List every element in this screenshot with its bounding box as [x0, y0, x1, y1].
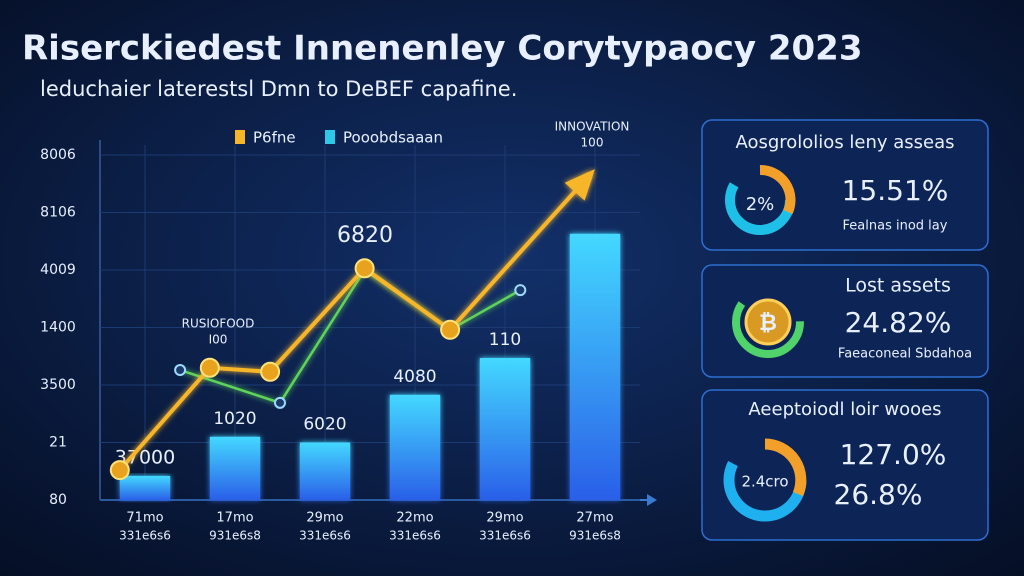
card-title: Lost assets [845, 275, 951, 297]
card: Aeeptoiodl loir wooes 2.4cro 127.0% 26.8… [701, 389, 989, 541]
y-tick-label: 4009 [40, 262, 76, 278]
card: ₿ Lost assets 24.82% Faeaconeal Sbdahoa [701, 264, 989, 378]
line-point [199, 357, 220, 378]
x-tick-sublabel: 931e6s8 [569, 529, 621, 543]
x-tick-label: 22mo [396, 511, 433, 526]
card-value: 15.51% [842, 174, 949, 207]
annotation: INNOVATION [555, 120, 630, 134]
y-tick-label: 21 [49, 435, 67, 451]
card-value: 127.0% [840, 438, 947, 471]
y-tick-label: 80 [49, 492, 67, 508]
x-tick-label: 71mo [126, 511, 163, 526]
bar [209, 436, 261, 500]
line-point [109, 460, 130, 481]
line-point [260, 361, 281, 382]
x-tick-label: 17mo [216, 511, 253, 526]
data-label: 6020 [303, 415, 346, 435]
line-point [274, 396, 286, 409]
x-axis-arrow [647, 494, 657, 506]
annotation: 100 [581, 136, 604, 150]
card: Aosgrololios leny asseas 2% 15.51% Fealn… [701, 119, 989, 251]
card-value: 24.82% [845, 306, 952, 339]
x-tick-label: 29mo [486, 511, 523, 526]
legend-swatch [235, 130, 245, 144]
bar [479, 357, 531, 500]
legend-label: Pooobdsaaan [343, 129, 443, 147]
gauge-label: 2.4cro [741, 473, 788, 491]
y-tick-label: 1400 [40, 320, 76, 336]
y-tick-label: 8006 [40, 147, 76, 163]
x-tick-sublabel: 331e6s6 [119, 529, 171, 543]
card-title: Aeeptoiodl loir wooes [748, 399, 941, 420]
legend-label: P6fne [253, 129, 296, 147]
annotation: I00 [209, 333, 228, 347]
plot: 80 21 3500 1400 4009 8106 8006 71mo 331e6s6 37000… [40, 120, 640, 543]
card-value: 26.8% [834, 478, 923, 511]
gauge-label: 2% [746, 194, 775, 215]
line-point [354, 258, 375, 279]
bar [299, 442, 351, 500]
x-tick-sublabel: 331e6s6 [389, 529, 441, 543]
card-note: Fealnas inod lay [843, 219, 948, 234]
coin-icon: ₿ [759, 311, 777, 336]
line-point [514, 284, 527, 297]
card-title: Aosgrololios leny asseas [735, 132, 954, 153]
bar [119, 475, 171, 500]
line-point [440, 319, 461, 340]
subtitle: leduchaier laterestsl Dmn to DeBEF capaf… [40, 77, 517, 101]
legend-swatch [325, 130, 335, 144]
data-label: 110 [489, 330, 521, 350]
line-arrowhead [564, 169, 595, 201]
x-tick-sublabel: 931e6s8 [209, 529, 261, 543]
bar [569, 233, 621, 500]
annotation: 6820 [337, 223, 393, 248]
data-label: 4080 [393, 367, 436, 387]
card-note: Faeaconeal Sbdahoa [838, 347, 972, 362]
x-tick-label: 29mo [306, 511, 343, 526]
x-tick-sublabel: 331e6s6 [299, 529, 351, 543]
x-tick-label: 27mo [576, 511, 613, 526]
line [118, 173, 592, 472]
title: Riserckiedest Innenenley Corytypaocy 202… [22, 29, 863, 69]
annotation: RUSIOFOOD [182, 317, 255, 331]
y-tick-label: 8106 [40, 205, 76, 221]
x-tick-sublabel: 331e6s6 [479, 529, 531, 543]
data-label: 37000 [115, 446, 175, 468]
bar [389, 394, 441, 500]
data-label: 1020 [213, 409, 256, 429]
line-point [174, 364, 187, 377]
y-tick-label: 3500 [40, 377, 76, 393]
